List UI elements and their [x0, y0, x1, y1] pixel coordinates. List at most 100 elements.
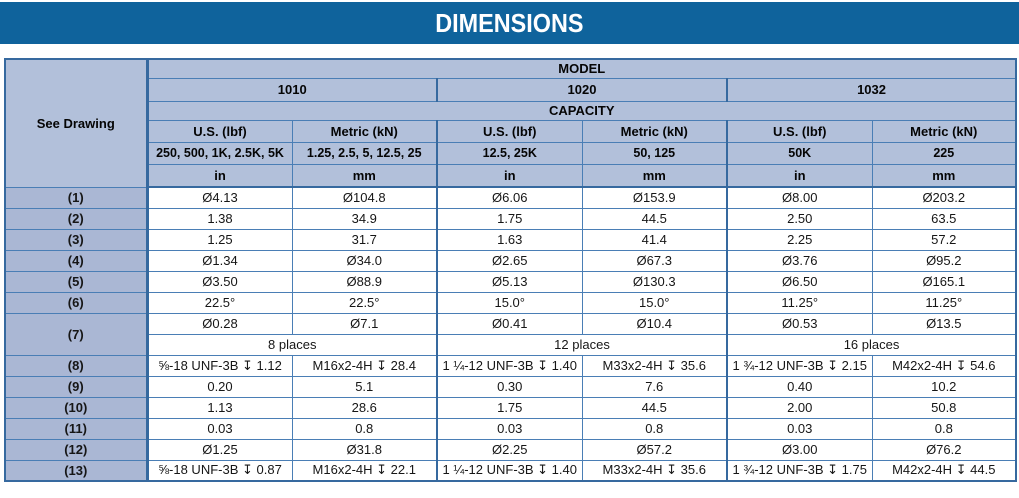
- places-cell: 8 places: [145, 333, 438, 356]
- data-cell: Ø4.13: [145, 186, 293, 209]
- data-cell: Ø67.3: [581, 249, 728, 272]
- data-cell: 31.7: [291, 228, 438, 251]
- capacity-range: 250, 500, 1K, 2.5K, 5K: [145, 141, 293, 165]
- data-cell: 2.25: [726, 228, 873, 251]
- data-cell: Ø3.00: [726, 438, 873, 461]
- data-cell: 11.25°: [871, 291, 1017, 314]
- unit-label: mm: [871, 163, 1017, 188]
- table-row: 8 places 12 places 16 places: [5, 333, 1017, 356]
- unit-label: in: [726, 163, 873, 188]
- row-label: (1): [4, 186, 148, 209]
- data-cell: Ø203.2: [871, 186, 1017, 209]
- data-cell: 2.00: [726, 396, 873, 419]
- data-cell: 10.2: [871, 375, 1017, 398]
- data-cell: M16x2-4H ↧ 28.4: [291, 354, 438, 377]
- data-cell: Ø2.25: [436, 438, 583, 461]
- capacity-header: CAPACITY: [145, 100, 1017, 121]
- page-title: DIMENSIONS: [435, 7, 584, 38]
- data-cell: Ø0.41: [436, 312, 583, 335]
- data-cell: Ø0.28: [145, 312, 293, 335]
- unit-system-header: Metric (kN): [581, 119, 728, 143]
- data-cell: Ø3.50: [145, 270, 293, 293]
- data-cell: M33x2-4H ↧ 35.6: [581, 459, 728, 482]
- capacity-range: 225: [871, 141, 1017, 165]
- data-cell: 7.6: [581, 375, 728, 398]
- data-cell: 34.9: [291, 207, 438, 230]
- data-cell: 5.1: [291, 375, 438, 398]
- row-label: (4): [4, 249, 148, 272]
- data-cell: 1.13: [145, 396, 293, 419]
- table-row: (8) ⅝-18 UNF-3B ↧ 1.12 M16x2-4H ↧ 28.4 1…: [4, 354, 1017, 377]
- title-bar: DIMENSIONS: [0, 2, 1019, 44]
- table-row: (7) Ø0.28 Ø7.1 Ø0.41 Ø10.4 Ø0.53 Ø13.5: [4, 312, 1017, 356]
- capacity-range: 1.25, 2.5, 5, 12.5, 25: [291, 141, 438, 165]
- data-cell: Ø8.00: [726, 186, 873, 209]
- data-cell: 1 ¾-12 UNF-3B ↧ 1.75: [726, 459, 873, 482]
- data-cell: Ø153.9: [581, 186, 728, 209]
- row-label: (2): [4, 207, 148, 230]
- data-cell: 0.20: [145, 375, 293, 398]
- row-label: (7): [4, 312, 148, 356]
- data-cell: Ø1.25: [145, 438, 293, 461]
- unit-label: in: [436, 163, 583, 188]
- model-name-1020: 1020: [436, 77, 728, 102]
- data-cell: Ø104.8: [291, 186, 438, 209]
- table-row: (5) Ø3.50 Ø88.9 Ø5.13 Ø130.3 Ø6.50 Ø165.…: [4, 270, 1017, 293]
- data-cell: Ø95.2: [871, 249, 1017, 272]
- data-cell: Ø10.4: [581, 312, 728, 335]
- data-cell: 44.5: [581, 207, 728, 230]
- data-cell: 0.8: [581, 417, 728, 440]
- data-cell: 28.6: [291, 396, 438, 419]
- see-drawing-header: See Drawing: [4, 58, 148, 188]
- unit-label: in: [145, 163, 293, 188]
- row-label: (6): [4, 291, 148, 314]
- data-cell: 0.03: [145, 417, 293, 440]
- row-label: (13): [4, 459, 148, 482]
- table-row: (9) 0.20 5.1 0.30 7.6 0.40 10.2: [4, 375, 1017, 398]
- data-cell: 1 ¼-12 UNF-3B ↧ 1.40: [436, 354, 583, 377]
- data-cell: Ø2.65: [436, 249, 583, 272]
- data-cell: Ø13.5: [871, 312, 1017, 335]
- row-label: (10): [4, 396, 148, 419]
- row-label: (3): [4, 228, 148, 251]
- unit-label: mm: [581, 163, 728, 188]
- data-cell: 1.75: [436, 207, 583, 230]
- data-cell: 1.25: [145, 228, 293, 251]
- data-cell: M42x2-4H ↧ 44.5: [871, 459, 1017, 482]
- data-cell: 15.0°: [581, 291, 728, 314]
- model-name-1032: 1032: [725, 77, 1017, 102]
- data-cell: M16x2-4H ↧ 22.1: [291, 459, 438, 482]
- table-row: (4) Ø1.34 Ø34.0 Ø2.65 Ø67.3 Ø3.76 Ø95.2: [4, 249, 1017, 272]
- data-cell: 1.75: [436, 396, 583, 419]
- data-cell: 0.30: [436, 375, 583, 398]
- data-cell: 0.40: [726, 375, 873, 398]
- data-cell: 63.5: [871, 207, 1017, 230]
- data-cell: 44.5: [581, 396, 728, 419]
- data-cell: Ø57.2: [581, 438, 728, 461]
- data-cell: Ø6.06: [436, 186, 583, 209]
- data-cell: Ø34.0: [291, 249, 438, 272]
- row-label: (5): [4, 270, 148, 293]
- data-cell: 22.5°: [291, 291, 438, 314]
- places-cell: 16 places: [725, 333, 1017, 356]
- table-row: (1) Ø4.13 Ø104.8 Ø6.06 Ø153.9 Ø8.00 Ø203…: [4, 186, 1017, 209]
- data-cell: Ø1.34: [145, 249, 293, 272]
- data-cell: M33x2-4H ↧ 35.6: [581, 354, 728, 377]
- data-cell: Ø76.2: [871, 438, 1017, 461]
- table-row: (13) ⅝-18 UNF-3B ↧ 0.87 M16x2-4H ↧ 22.1 …: [4, 459, 1017, 482]
- data-cell: 15.0°: [436, 291, 583, 314]
- data-cell: 0.03: [436, 417, 583, 440]
- data-cell: Ø31.8: [291, 438, 438, 461]
- data-cell: 1.38: [145, 207, 293, 230]
- table-row: (11) 0.03 0.8 0.03 0.8 0.03 0.8: [4, 417, 1017, 440]
- table-row: (3) 1.25 31.7 1.63 41.4 2.25 57.2: [4, 228, 1017, 251]
- unit-system-header: Metric (kN): [291, 119, 438, 143]
- table-row: (12) Ø1.25 Ø31.8 Ø2.25 Ø57.2 Ø3.00 Ø76.2: [4, 438, 1017, 461]
- data-cell: 41.4: [581, 228, 728, 251]
- data-cell: 2.50: [726, 207, 873, 230]
- dimensions-table-container: See Drawing MODEL 1010 1020 1032 CAPACIT…: [4, 58, 1018, 482]
- data-cell: Ø6.50: [726, 270, 873, 293]
- data-cell: Ø165.1: [871, 270, 1017, 293]
- model-header: MODEL: [145, 58, 1017, 79]
- row-label: (9): [4, 375, 148, 398]
